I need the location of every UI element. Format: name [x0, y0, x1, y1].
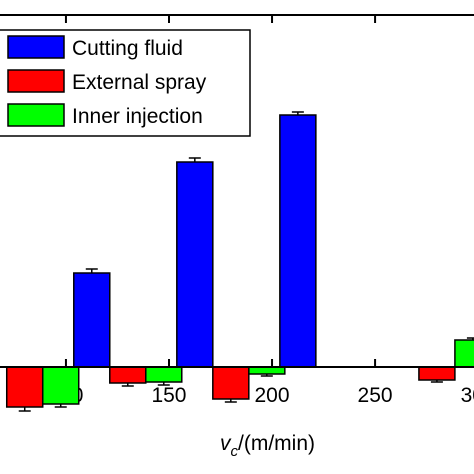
bar — [109, 366, 147, 384]
bar — [248, 366, 286, 375]
bar — [5, 366, 44, 408]
legend-swatch — [7, 35, 65, 59]
legend-label: External spray — [72, 71, 207, 94]
x-tick-label: 200 — [255, 384, 290, 407]
x-tick-label: 150 — [151, 384, 186, 407]
x-label-main: v — [220, 432, 232, 455]
bar — [41, 366, 80, 405]
x-axis-label: vc/(m/min) — [220, 432, 315, 460]
bar — [418, 366, 456, 381]
x-tick-label: 250 — [358, 384, 393, 407]
legend-swatch — [7, 69, 65, 93]
bar — [212, 366, 250, 400]
x-tick-label: 300 — [461, 384, 474, 407]
bar — [279, 114, 317, 368]
legend-swatch — [7, 103, 65, 127]
bar — [73, 272, 111, 368]
x-label-rest: /(m/min) — [238, 432, 315, 455]
bar — [145, 366, 183, 383]
bar — [454, 339, 474, 368]
legend-label: Cutting fluid — [72, 37, 183, 60]
x-label-sub: c — [231, 443, 239, 460]
bar — [176, 161, 214, 368]
legend-label: Inner injection — [72, 105, 203, 128]
